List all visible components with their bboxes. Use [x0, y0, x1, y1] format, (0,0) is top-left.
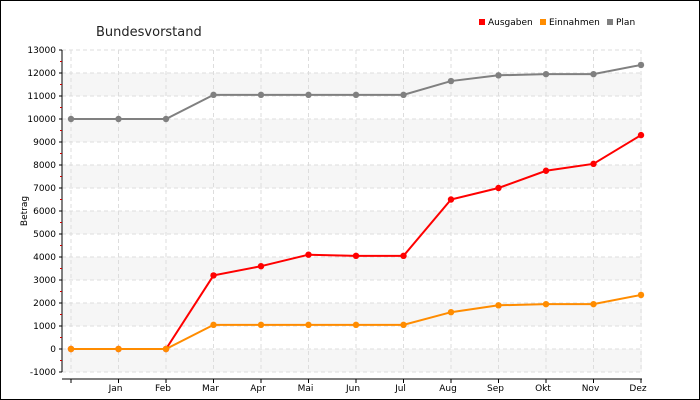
y-tick-label: 0 [50, 345, 56, 355]
y-tick-label: 4000 [33, 253, 56, 263]
legend-swatch-ausgaben [479, 19, 485, 25]
legend-item-einnahmen: Einnahmen [540, 18, 600, 28]
x-tick-label: Mai [298, 384, 314, 394]
data-point-plan [495, 72, 502, 79]
data-point-einnahmen [305, 321, 312, 329]
data-point-plan [210, 91, 217, 99]
data-point-plan [305, 91, 312, 99]
legend-item-ausgaben: Ausgaben [479, 18, 533, 28]
y-tick-label: 12000 [27, 69, 56, 79]
legend-label-einnahmen: Einnahmen [549, 18, 600, 28]
x-tick-label: Dez [629, 384, 646, 394]
data-point-einnahmen [542, 300, 550, 308]
grid-band [62, 165, 642, 188]
data-point-plan [67, 115, 75, 123]
data-point-einnahmen [210, 321, 217, 329]
data-point-einnahmen [352, 321, 360, 329]
grid-band [62, 73, 642, 96]
y-tick-label: 6000 [33, 207, 56, 217]
grid-band [62, 349, 642, 372]
chart-title: Bundesvorstand [96, 25, 202, 40]
data-point-ausgaben [400, 252, 407, 260]
data-point-ausgaben [542, 167, 550, 174]
grid-bands [62, 73, 642, 372]
data-point-einnahmen [115, 345, 122, 353]
grid-band [62, 119, 642, 142]
y-tick-label: 1000 [33, 322, 56, 332]
x-tick-label: Jun [345, 384, 360, 394]
legend-label-plan: Plan [616, 18, 635, 28]
x-tick-label: Jan [108, 384, 123, 394]
data-point-ausgaben [590, 160, 597, 168]
y-tick-label: 7000 [33, 184, 56, 194]
y-tick-label: 8000 [33, 161, 56, 171]
x-tick-label: Okt [535, 384, 551, 394]
data-point-ausgaben [210, 272, 217, 279]
data-point-ausgaben [352, 252, 360, 260]
grid-lines [62, 49, 642, 373]
y-axis-ticks: -1000 0 1000 2000 3000 4000 5000 6000 7000 8000 90… [27, 46, 62, 378]
y-tick-label: 5000 [33, 230, 56, 240]
data-point-einnahmen [67, 345, 75, 353]
data-point-einnahmen [495, 302, 502, 309]
series-layer [67, 61, 645, 353]
data-point-einnahmen [590, 300, 597, 308]
y-tick-label: -1000 [30, 368, 56, 378]
grid-band [62, 303, 642, 326]
data-point-plan [115, 115, 122, 123]
legend-item-plan: Plan [607, 18, 635, 28]
data-point-plan [257, 91, 265, 99]
data-point-ausgaben [305, 251, 312, 258]
y-tick-label: 2000 [33, 299, 56, 309]
y-tick-label: 13000 [27, 46, 56, 56]
y-tick-label: 3000 [33, 276, 56, 286]
data-point-plan [637, 61, 645, 69]
data-point-plan [400, 91, 407, 99]
y-axis-title: Betrag [20, 196, 30, 226]
data-point-ausgaben [257, 263, 265, 270]
data-point-einnahmen [257, 321, 265, 329]
data-point-ausgaben [495, 184, 502, 192]
grid-band [62, 211, 642, 234]
y-tick-label: 9000 [33, 138, 56, 148]
legend-swatch-plan [607, 19, 613, 25]
x-axis-ticks: Jan Feb Mar Apr Mai Jun Jul Aug Sep Okt Nov Dez [70, 379, 647, 394]
legend-label-ausgaben: Ausgaben [488, 18, 533, 28]
data-point-plan [542, 70, 550, 78]
data-point-plan [352, 91, 360, 99]
x-tick-label: Feb [155, 384, 171, 394]
grid-band [62, 257, 642, 280]
data-point-ausgaben [637, 131, 645, 139]
x-tick-label: Sep [487, 384, 504, 394]
data-point-ausgaben [447, 196, 455, 203]
data-point-plan [162, 115, 170, 123]
x-tick-label: Nov [582, 384, 600, 394]
y-tick-label: 10000 [27, 115, 56, 125]
data-point-plan [590, 70, 597, 78]
x-tick-label: Mar [202, 384, 219, 394]
data-point-einnahmen [447, 309, 455, 316]
data-point-einnahmen [162, 345, 170, 353]
y-tick-label: 11000 [27, 92, 56, 102]
data-point-einnahmen [400, 321, 407, 329]
data-point-plan [447, 77, 455, 85]
x-tick-label: Aug [439, 384, 457, 394]
x-tick-label: Apr [250, 384, 266, 394]
legend-swatch-einnahmen [540, 19, 546, 25]
data-point-einnahmen [637, 291, 645, 299]
legend: Ausgaben Einnahmen Plan [479, 18, 635, 28]
x-tick-label: Jul [394, 384, 406, 394]
